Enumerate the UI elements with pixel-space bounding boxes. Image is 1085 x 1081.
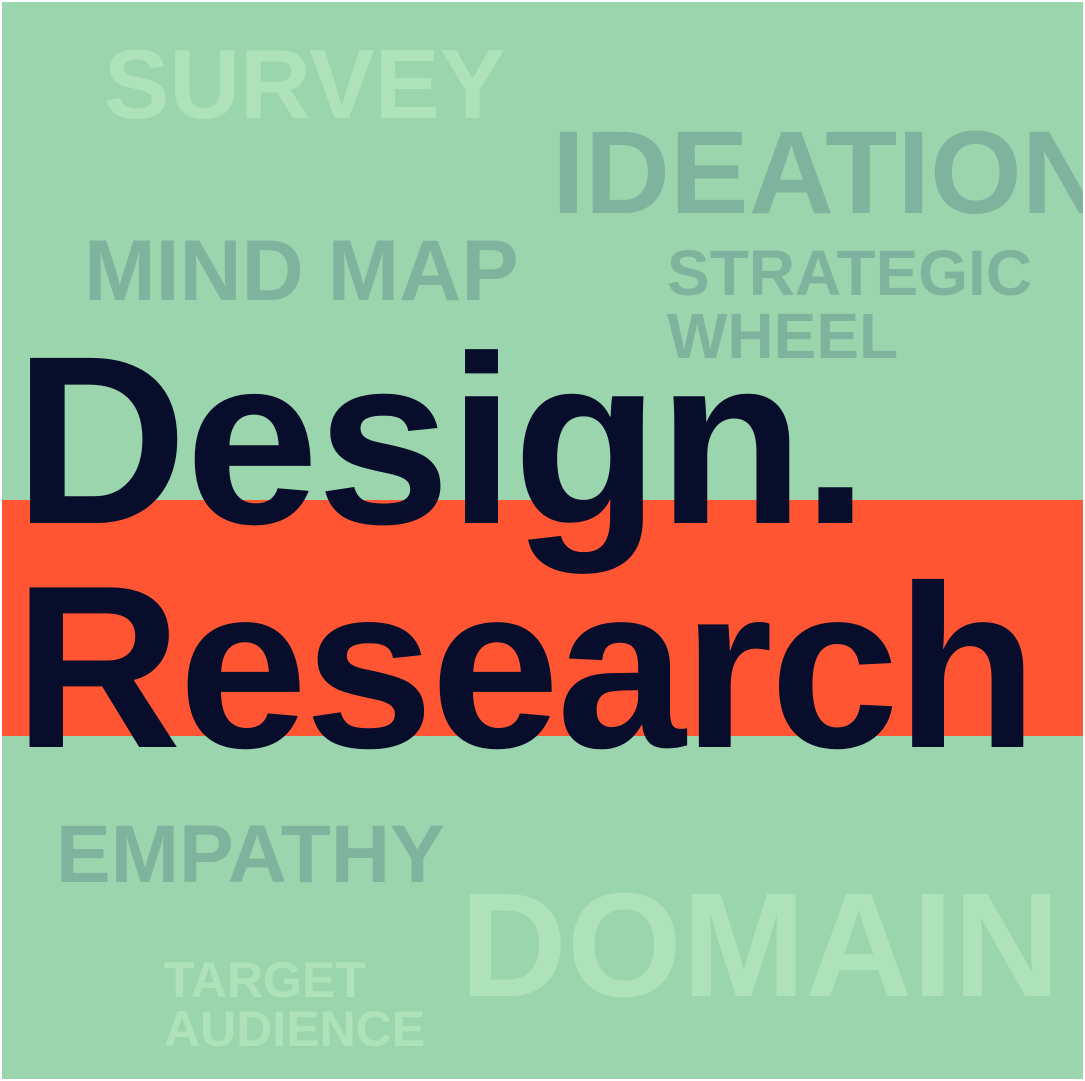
keyword-strategic-line1: STRATEGIC [667,237,1033,309]
headline-design: Design. [14,306,869,574]
accent-band [2,500,1083,736]
keyword-ideation: IDEATION [552,107,1083,239]
keyword-survey: SURVEY [104,29,506,139]
keyword-target-audience: TARGET AUDIENCE [164,952,426,1057]
background-top [2,2,1083,500]
keyword-empathy: EMPATHY [56,809,445,900]
keyword-target-line1: TARGET [164,952,366,1008]
background-bottom [2,736,1083,1079]
keyword-mind-map: MIND MAP [84,223,519,319]
keyword-strategic-wheel: STRATEGIC WHEEL [667,237,1033,372]
keyword-target-line2: AUDIENCE [164,1001,426,1057]
headline-research: Research [14,538,1038,797]
keyword-domain: DOMAIN [460,863,1061,1028]
keyword-strategic-line2: WHEEL [667,299,899,372]
